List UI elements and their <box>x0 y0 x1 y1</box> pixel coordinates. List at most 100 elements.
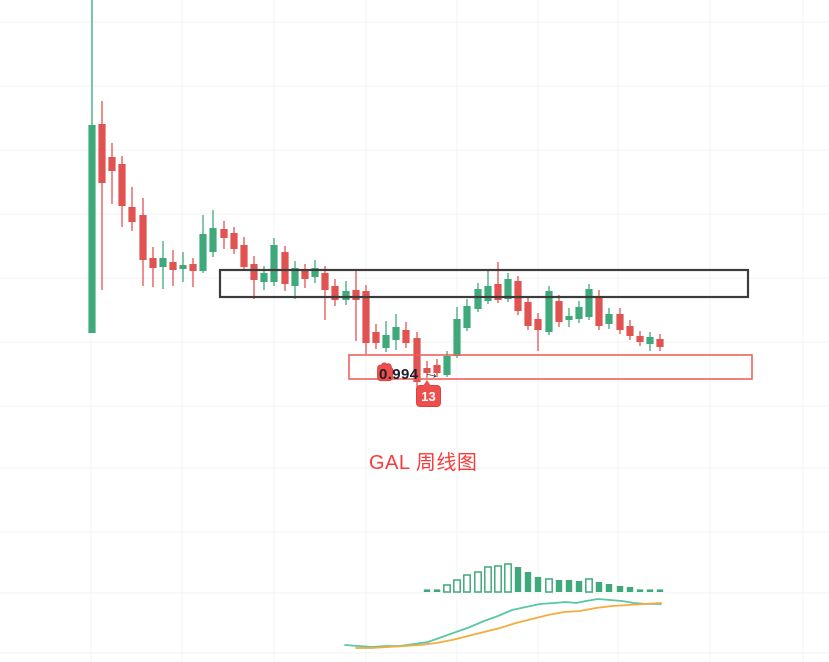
price-note: 0.994 → <box>374 359 450 387</box>
candle-body <box>270 245 278 282</box>
candle <box>189 258 197 287</box>
candle-body <box>443 356 451 375</box>
chart-title: GAL 周线图 <box>369 452 478 474</box>
candle-body <box>88 125 96 333</box>
candle <box>199 215 207 273</box>
candle-body <box>301 271 309 279</box>
candle <box>88 0 96 333</box>
candle-body <box>372 332 380 343</box>
candle-body <box>281 252 289 284</box>
candle-body <box>352 290 360 300</box>
histogram-bar-hollow <box>504 563 512 593</box>
histogram-dash <box>433 589 441 592</box>
candle-body <box>149 258 157 268</box>
candle <box>392 314 400 350</box>
candle <box>362 285 370 354</box>
histogram-bar-hollow <box>463 574 471 593</box>
candle-body <box>646 337 654 344</box>
candle-body <box>209 228 217 252</box>
price-flag-icon <box>377 362 394 382</box>
resistance-box <box>218 268 750 299</box>
histogram-bar <box>595 582 603 592</box>
candle-body <box>494 284 502 300</box>
histogram-bar-hollow <box>484 566 492 593</box>
histogram-bar-hollow <box>474 571 482 593</box>
histogram-bar <box>605 584 613 592</box>
candle <box>636 331 644 346</box>
histogram-dash <box>423 589 431 592</box>
candle-body <box>585 289 593 317</box>
candle <box>626 320 634 340</box>
candle <box>646 332 654 351</box>
price-note-text: 0.994 <box>379 366 419 383</box>
candle-body <box>626 326 634 336</box>
candle-body <box>484 286 492 301</box>
candle <box>372 324 380 349</box>
candle-body <box>453 319 461 356</box>
candle-body <box>433 365 441 373</box>
candle <box>433 359 441 377</box>
candle-body <box>108 157 116 171</box>
histogram-dash <box>646 589 654 592</box>
histogram-bar-hollow <box>494 565 502 593</box>
candle-body <box>250 264 258 280</box>
candle-body <box>220 229 228 238</box>
histogram-bar <box>565 580 573 592</box>
candle <box>291 261 299 299</box>
histogram-bar <box>534 577 542 592</box>
candle-body <box>230 233 238 249</box>
histogram-bar <box>524 572 532 592</box>
candle <box>616 308 624 334</box>
histogram-bar <box>626 587 634 592</box>
candle-body <box>463 306 471 328</box>
candle <box>250 256 258 299</box>
candle <box>565 308 573 327</box>
candle <box>149 247 157 287</box>
candle <box>301 264 309 288</box>
candle-body <box>342 291 350 300</box>
candle-body <box>474 289 482 309</box>
candle-body <box>199 234 207 271</box>
candle <box>514 276 522 315</box>
candle <box>545 286 553 335</box>
candle <box>230 227 238 254</box>
candle-body <box>565 316 573 320</box>
candle-body <box>260 273 268 282</box>
candle <box>98 101 106 290</box>
candle <box>352 269 360 341</box>
candle-body <box>413 338 421 382</box>
candle-body <box>169 262 177 270</box>
candle <box>139 198 147 286</box>
candle <box>382 321 390 352</box>
candle-body <box>534 319 542 330</box>
candle <box>169 250 177 286</box>
histogram-bar-hollow <box>585 578 593 593</box>
candle <box>555 295 563 327</box>
candle <box>108 143 116 204</box>
histogram-bar-hollow <box>545 578 553 593</box>
candle-body <box>128 207 136 222</box>
candle <box>534 313 542 351</box>
candle <box>484 271 492 304</box>
candle-body <box>159 258 167 267</box>
candle-body <box>616 314 624 330</box>
candle <box>463 299 471 331</box>
candle <box>270 238 278 286</box>
histogram-bar-hollow <box>453 579 461 593</box>
candles-layer <box>88 0 664 387</box>
candle-body <box>595 296 603 326</box>
candle <box>240 237 248 271</box>
candle <box>413 332 421 387</box>
candle-body <box>331 286 339 300</box>
ma-line-slow <box>355 602 662 649</box>
candle-body <box>555 301 563 322</box>
histogram-bar <box>514 567 522 592</box>
candle <box>331 279 339 306</box>
candle <box>524 296 532 330</box>
candle <box>605 308 613 329</box>
candle <box>342 281 350 305</box>
candle-body <box>362 291 370 343</box>
